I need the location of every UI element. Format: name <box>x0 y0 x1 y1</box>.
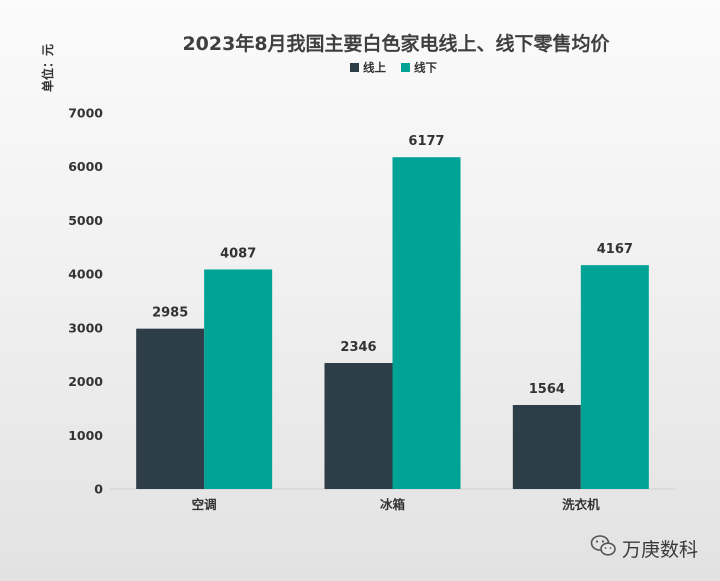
legend-swatch <box>350 63 359 72</box>
bar-online <box>512 404 581 489</box>
bar-value-label: 4087 <box>220 246 256 261</box>
bar-offline <box>204 269 273 489</box>
x-tick-label: 洗衣机 <box>562 497 600 512</box>
y-tick-label: 2000 <box>68 374 103 389</box>
y-tick-label: 3000 <box>68 320 103 335</box>
x-tick-label: 冰箱 <box>380 497 406 512</box>
bars: 2985 4087 2346 6177 1564 4167 <box>136 134 649 490</box>
bar-value-label: 4167 <box>597 242 633 257</box>
bar-offline <box>392 157 461 490</box>
watermark-text: 万庚数科 <box>622 539 698 561</box>
bar-value-label: 2985 <box>152 306 188 321</box>
y-tick-label: 1000 <box>68 428 103 443</box>
legend-label: 线下 <box>414 61 437 75</box>
y-tick-label: 4000 <box>68 267 103 282</box>
x-tick-label: 空调 <box>192 497 217 512</box>
bar-value-label: 6177 <box>408 134 444 149</box>
bar-online <box>324 362 393 489</box>
y-tick-label: 0 <box>94 482 103 497</box>
legend-label: 线上 <box>363 61 386 75</box>
legend-swatch <box>401 63 410 72</box>
y-axis-ticks: 0 1000 2000 3000 4000 5000 6000 7000 <box>68 106 103 497</box>
y-tick-label: 7000 <box>68 106 103 121</box>
bar-offline <box>580 265 649 489</box>
x-axis-labels: 空调 冰箱 洗衣机 <box>192 497 600 512</box>
y-tick-label: 6000 <box>68 159 103 174</box>
y-axis-unit-label: 单位：元 <box>40 44 55 92</box>
bar-value-label: 1564 <box>529 382 565 397</box>
chart-title: 2023年8月我国主要白色家电线上、线下零售均价 <box>182 32 610 55</box>
bar-online <box>136 328 205 489</box>
wechat-icon <box>590 535 616 556</box>
watermark: 万庚数科 <box>590 535 698 561</box>
y-tick-label: 5000 <box>68 213 103 228</box>
bar-value-label: 2346 <box>340 340 376 355</box>
legend: 线上 线下 <box>350 61 437 75</box>
